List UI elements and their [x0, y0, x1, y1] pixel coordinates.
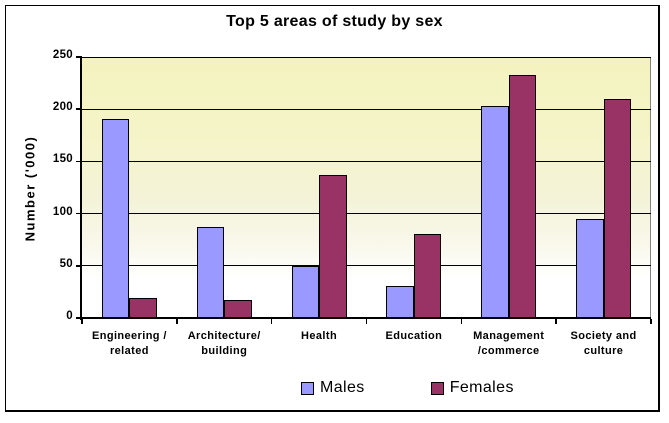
plot-area [82, 57, 651, 318]
chart-title: Top 5 areas of study by sex [226, 13, 443, 30]
legend-item-females: Females [430, 379, 514, 397]
legend: Males Females [301, 379, 514, 397]
legend-swatch-females [430, 381, 444, 395]
legend-item-males: Males [301, 379, 365, 397]
legend-label-females: Females [449, 379, 514, 396]
legend-swatch-males [301, 381, 314, 395]
y-axis-title: Number ('000) [22, 135, 38, 242]
legend-label-males: Males [320, 379, 365, 396]
